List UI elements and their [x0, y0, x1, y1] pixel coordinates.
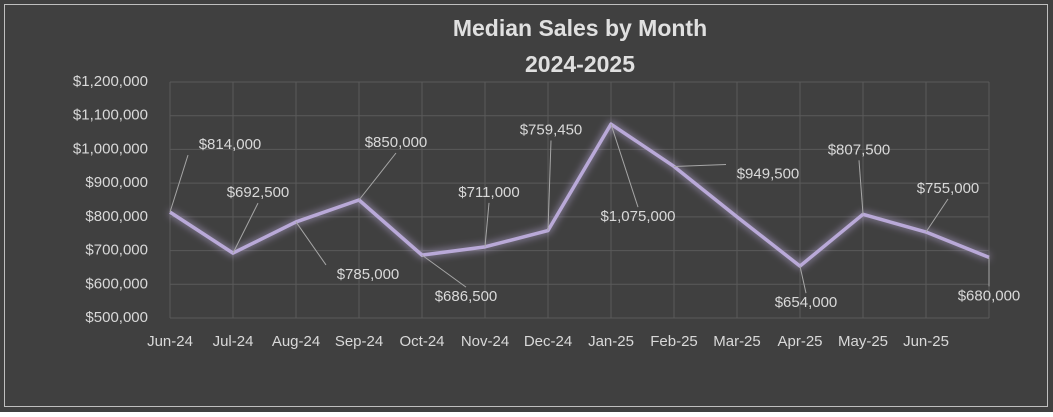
x-tick-label: Nov-24 [461, 333, 509, 350]
leader-line [358, 152, 397, 201]
x-tick-label: Sep-24 [335, 333, 383, 350]
x-tick-label: Feb-25 [650, 333, 698, 350]
leader-line [673, 163, 727, 167]
x-tick-label: Dec-24 [524, 333, 572, 350]
series-line [169, 122, 990, 268]
data-label: $949,500 [737, 165, 800, 182]
y-tick-label: $600,000 [85, 275, 148, 292]
x-tick-label: Jun-25 [903, 333, 949, 350]
data-label: $1,075,000 [600, 208, 675, 225]
data-label: $755,000 [917, 180, 980, 197]
y-tick-label: $1,000,000 [73, 140, 148, 157]
x-tick-label: Jan-25 [588, 333, 634, 350]
leader-line [547, 140, 552, 231]
x-tick-label: Apr-25 [777, 333, 822, 350]
data-label: $807,500 [828, 141, 891, 158]
data-label: $654,000 [775, 294, 838, 311]
y-tick-label: $1,100,000 [73, 107, 148, 124]
chart-subtitle: 2024-2025 [525, 51, 635, 77]
leader-line [169, 154, 189, 213]
x-tick-label: Jul-24 [213, 333, 254, 350]
data-label: $814,000 [199, 136, 262, 153]
leader-line [295, 221, 327, 266]
x-tick-label: Jun-24 [147, 333, 193, 350]
x-tick-label: May-25 [838, 333, 888, 350]
data-label: $680,000 [958, 287, 1021, 304]
y-tick-label: $700,000 [85, 242, 148, 259]
data-label: $686,500 [435, 288, 498, 305]
x-tick-label: Mar-25 [713, 333, 761, 350]
leader-line [858, 160, 864, 215]
y-tick-label: $1,200,000 [73, 73, 148, 90]
chart-border [4, 4, 1048, 407]
x-tick-label: Oct-24 [399, 333, 444, 350]
data-label: $785,000 [337, 266, 400, 283]
data-label: $850,000 [365, 134, 428, 151]
leader-line [232, 202, 259, 254]
x-tick-label: Aug-24 [272, 333, 320, 350]
y-tick-label: $900,000 [85, 174, 148, 191]
leader-line [799, 265, 807, 294]
leader-line [421, 254, 467, 288]
data-label: $759,450 [520, 121, 583, 138]
y-tick-label: $800,000 [85, 208, 148, 225]
y-tick-label: $500,000 [85, 309, 148, 326]
leader-line [610, 123, 639, 208]
data-label: $711,000 [458, 184, 519, 201]
chart-title: Median Sales by Month [453, 15, 707, 41]
leader-line [484, 202, 490, 247]
leader-line [925, 198, 949, 233]
data-label: $692,500 [227, 184, 290, 201]
